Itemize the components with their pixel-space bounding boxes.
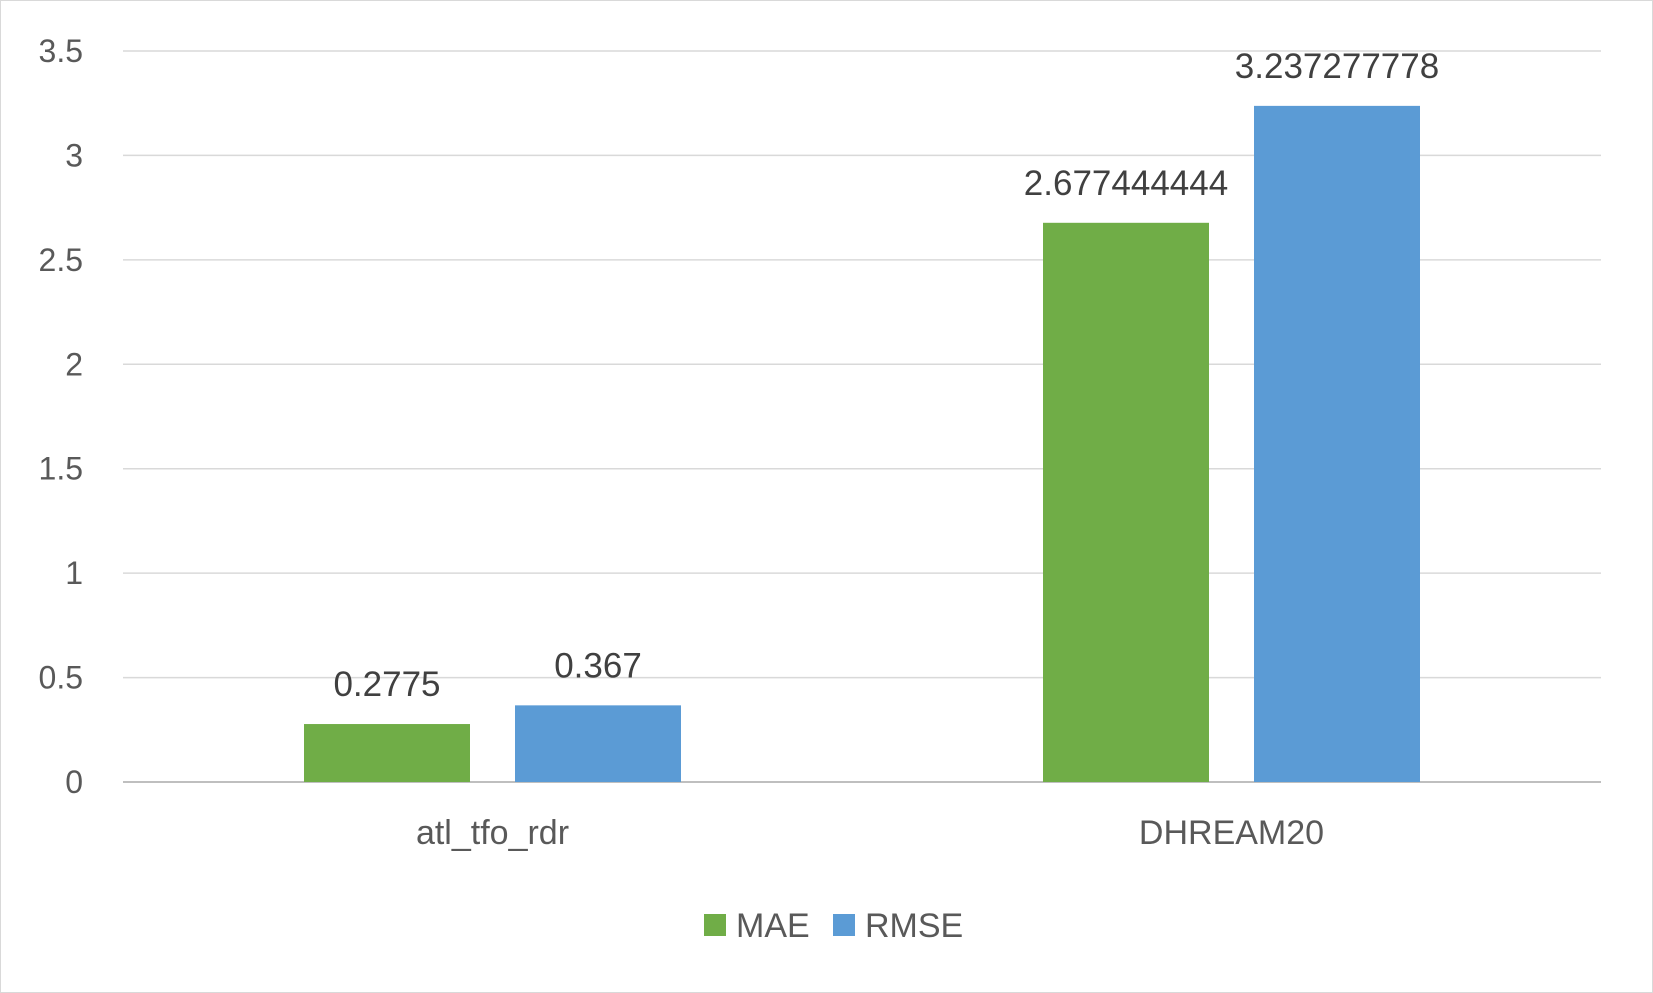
data-label-rmse-0: 0.367 [554,646,642,685]
bar-mae-1 [1043,222,1209,782]
legend: MAE RMSE [704,907,963,945]
bar-rmse-0 [515,705,681,782]
x-category-label: DHREAM20 [1139,814,1324,852]
data-label-mae-0: 0.2775 [333,665,440,704]
y-axis-tick-labels: 0 0.5 1 1.5 2 2.5 3 3.5 [39,33,83,800]
data-label-mae-1: 2.677444444 [1024,164,1228,203]
y-tick-label: 3.5 [39,33,83,69]
bars [304,105,1420,783]
y-tick-label: 0.5 [39,660,83,696]
y-tick-label: 1.5 [39,451,83,487]
legend-label-mae: MAE [736,907,810,945]
y-tick-label: 2.5 [39,242,83,278]
x-category-label: atl_tfo_rdr [416,814,569,852]
data-label-rmse-1: 3.237277778 [1235,47,1439,86]
bar-mae-0 [304,724,470,782]
legend-swatch-rmse [833,914,855,936]
legend-swatch-mae [704,914,726,936]
x-axis-category-labels: atl_tfo_rdr DHREAM20 [416,814,1324,852]
y-tick-label: 2 [65,346,83,382]
legend-label-rmse: RMSE [865,907,963,945]
data-labels: 0.2775 0.367 2.677444444 3.237277778 [333,47,1439,704]
y-tick-label: 0 [65,764,83,800]
y-tick-label: 3 [65,137,83,173]
bar-rmse-1 [1254,105,1420,783]
y-tick-label: 1 [65,555,83,591]
